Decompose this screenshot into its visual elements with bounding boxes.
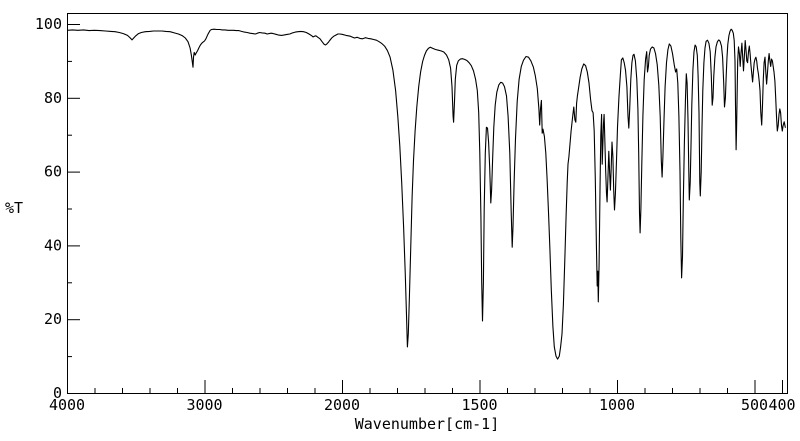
spectrum-trace bbox=[67, 28, 786, 360]
x-axis-label: Wavenumber[cm-1] bbox=[354, 415, 500, 433]
y-tick-label: 20 bbox=[44, 310, 62, 328]
x-tick-label: 1000 bbox=[599, 396, 635, 414]
x-tick-label: 3000 bbox=[186, 396, 222, 414]
x-tick-label: 2000 bbox=[324, 396, 360, 414]
y-tick-label: 0 bbox=[53, 384, 62, 402]
y-tick-label: 80 bbox=[44, 89, 62, 107]
y-tick-label: 100 bbox=[35, 15, 62, 33]
y-tick-label: 40 bbox=[44, 236, 62, 254]
x-tick-label: 4000 bbox=[49, 396, 85, 414]
y-axis-label: %T bbox=[5, 199, 24, 217]
y-tick-label: 60 bbox=[44, 163, 62, 181]
plot-frame bbox=[67, 13, 788, 394]
x-tick-label: 1500 bbox=[461, 396, 497, 414]
x-tick-label: 400 bbox=[768, 396, 795, 414]
x-tick-label: 500 bbox=[741, 396, 768, 414]
